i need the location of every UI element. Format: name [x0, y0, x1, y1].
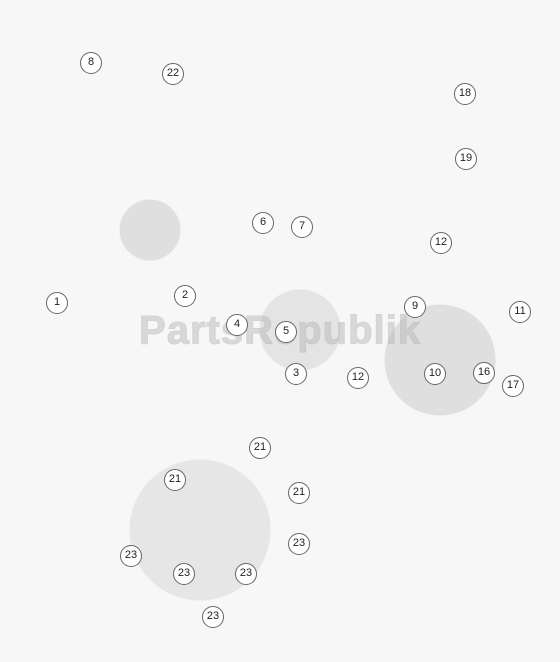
- callout-2[interactable]: 2: [174, 285, 196, 307]
- callout-23[interactable]: 23: [288, 533, 310, 555]
- callout-12[interactable]: 12: [347, 367, 369, 389]
- callout-21[interactable]: 21: [288, 482, 310, 504]
- callout-17[interactable]: 17: [502, 375, 524, 397]
- callout-5[interactable]: 5: [275, 321, 297, 343]
- callout-19[interactable]: 19: [455, 148, 477, 170]
- callout-12[interactable]: 12: [430, 232, 452, 254]
- callout-22[interactable]: 22: [162, 63, 184, 85]
- callout-18[interactable]: 18: [454, 83, 476, 105]
- callout-23[interactable]: 23: [202, 606, 224, 628]
- callout-11[interactable]: 11: [509, 301, 531, 323]
- callout-1[interactable]: 1: [46, 292, 68, 314]
- callout-23[interactable]: 23: [173, 563, 195, 585]
- callout-8[interactable]: 8: [80, 52, 102, 74]
- callout-23[interactable]: 23: [120, 545, 142, 567]
- callout-10[interactable]: 10: [424, 363, 446, 385]
- callout-4[interactable]: 4: [226, 314, 248, 336]
- callout-23[interactable]: 23: [235, 563, 257, 585]
- callout-7[interactable]: 7: [291, 216, 313, 238]
- callout-21[interactable]: 21: [249, 437, 271, 459]
- callout-16[interactable]: 16: [473, 362, 495, 384]
- callout-3[interactable]: 3: [285, 363, 307, 385]
- callout-9[interactable]: 9: [404, 296, 426, 318]
- callout-21[interactable]: 21: [164, 469, 186, 491]
- callout-6[interactable]: 6: [252, 212, 274, 234]
